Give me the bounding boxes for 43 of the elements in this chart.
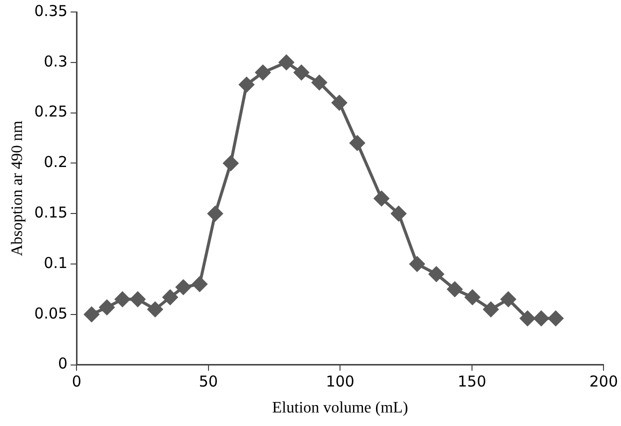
y-tick-label: 0.15 bbox=[34, 203, 68, 222]
y-axis-title: Absoption ar 490 nm bbox=[8, 120, 26, 256]
point bbox=[374, 190, 390, 206]
x-tick-label: 0 bbox=[72, 372, 82, 391]
point bbox=[428, 266, 444, 282]
y-tick-label: 0.05 bbox=[34, 304, 68, 322]
point bbox=[192, 276, 208, 292]
point bbox=[312, 75, 327, 90]
point bbox=[294, 64, 309, 80]
point bbox=[350, 136, 365, 151]
y-tick-label: 0.1 bbox=[44, 254, 68, 272]
point bbox=[520, 310, 536, 326]
point bbox=[500, 292, 516, 307]
point bbox=[114, 292, 130, 307]
point bbox=[278, 54, 294, 70]
point bbox=[255, 64, 270, 80]
point bbox=[410, 256, 425, 272]
y-tick-label: 0.2 bbox=[44, 153, 68, 172]
point bbox=[332, 95, 347, 110]
point bbox=[99, 300, 114, 315]
point bbox=[464, 290, 480, 305]
point bbox=[148, 302, 163, 317]
x-tick-label: 50 bbox=[198, 372, 218, 391]
point bbox=[548, 310, 564, 326]
point bbox=[239, 77, 254, 92]
point bbox=[391, 206, 406, 222]
y-tick-label: 0.3 bbox=[44, 52, 68, 70]
point bbox=[176, 280, 191, 295]
x-tick-label: 100 bbox=[326, 372, 354, 391]
y-tick-label: 0.35 bbox=[34, 2, 68, 20]
point bbox=[447, 282, 462, 297]
x-axis-title: Elution volume (mL) bbox=[272, 400, 408, 417]
point bbox=[162, 290, 178, 305]
x-tick-label: 150 bbox=[458, 372, 486, 391]
point bbox=[208, 206, 223, 222]
x-tick-label: 200 bbox=[589, 372, 618, 391]
point bbox=[130, 292, 146, 307]
point bbox=[223, 156, 238, 171]
y-tick-label: 0.25 bbox=[34, 102, 68, 121]
point bbox=[483, 302, 498, 317]
point bbox=[84, 306, 100, 322]
y-tick-label: 0 bbox=[58, 354, 68, 373]
point bbox=[534, 310, 549, 326]
